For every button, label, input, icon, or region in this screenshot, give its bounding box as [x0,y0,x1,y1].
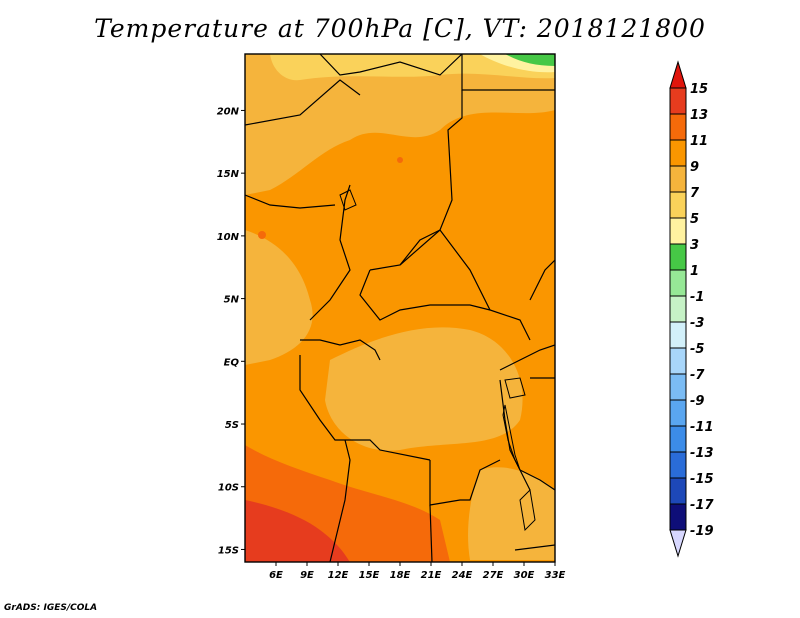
colorbar-label: 15 [690,82,708,97]
lon-tick-label: 6E [269,570,283,581]
colorbar-label: 5 [690,212,699,227]
footer-credit: GrADS: IGES/COLA [4,603,98,613]
band-7-9-north [245,54,555,195]
colorbar-box [669,243,687,271]
band-1-3-northeast [505,54,555,66]
colorbar-box [669,295,687,323]
lat-tick-label: 15N [217,169,240,180]
colorbar-label: -5 [690,342,704,357]
temperature-field [245,54,555,562]
band-13-15-southwest [245,500,350,562]
colorbar-box [669,165,687,193]
lat-tick-label: 10S [218,483,239,494]
colorbar-box [669,451,687,479]
band-7-9-southeast [468,467,555,560]
lon-tick-label: 9E [300,570,314,581]
lon-tick-label: 30E [514,570,535,581]
lon-tick-label: 21E [421,570,442,581]
colorbar-box [669,139,687,167]
colorbar-label: -13 [690,446,714,461]
band-5-7-north [270,54,555,81]
colorbar-label: 7 [690,186,700,201]
colorbar-label: 9 [690,160,699,175]
colorbar-label: -19 [690,524,714,539]
country-borders [245,54,555,562]
lat-tick-label: 15S [218,545,239,556]
colorbar-label: 13 [690,108,708,123]
colorbar-box [669,373,687,401]
warm-spot [397,157,403,163]
band-7-9-west [245,230,313,365]
colorbar-box [669,425,687,453]
colorbar-label: 3 [690,238,699,253]
colorbar-box [669,477,687,505]
colorbar-box [669,217,687,245]
colorbar-box [669,347,687,375]
lakes [339,189,536,532]
lon-tick-label: 33E [545,570,566,581]
colorbar-label: -3 [690,316,704,331]
colorbar-box [669,321,687,349]
colorbar-label: 11 [690,134,708,149]
colorbar-max-arrow [669,60,687,89]
colorbar-box [669,399,687,427]
colorbar-label: -11 [690,420,714,435]
band-7-9-congo [325,327,523,451]
warm-spot [258,231,266,239]
colorbar-label: -7 [690,368,705,383]
colorbar-min-arrow [669,529,687,558]
lon-tick-label: 18E [390,570,411,581]
colorbar-label: -9 [690,394,704,409]
colorbar-label: 1 [690,264,699,279]
colorbar-box [669,503,687,531]
lat-tick-label: EQ [224,357,240,368]
colorbar-label: -17 [690,498,714,513]
colorbar: 15 13 11 9 7 5 3 1 -1 -3 -5 -7 -9 -11 -13 -15 -17 -19 [669,60,714,558]
colorbar-box [669,269,687,297]
lon-tick-label: 15E [359,570,380,581]
lon-tick-label: 24E [452,570,473,581]
longitude-axis: 6E 9E 12E 15E 18E 21E 24E 27E 30E 33E [269,562,566,581]
colorbar-box [669,113,687,141]
colorbar-label: -1 [690,290,704,305]
lat-tick-label: 10N [217,232,240,243]
lat-tick-label: 20N [217,106,240,117]
colorbar-box [669,87,687,115]
colorbar-label: -15 [690,472,714,487]
latitude-axis: 20N 15N 10N 5N EQ 5S 10S 15S [217,106,245,556]
lat-tick-label: 5N [224,295,240,306]
lon-tick-label: 12E [328,570,349,581]
lon-tick-label: 27E [483,570,504,581]
map-title: Temperature at 700hPa [C], VT: 201812180… [94,14,706,43]
colorbar-box [669,191,687,219]
lat-tick-label: 5S [225,420,239,431]
